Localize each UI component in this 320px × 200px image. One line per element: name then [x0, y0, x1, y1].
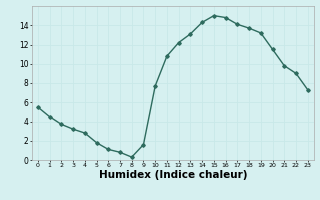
- X-axis label: Humidex (Indice chaleur): Humidex (Indice chaleur): [99, 170, 247, 180]
